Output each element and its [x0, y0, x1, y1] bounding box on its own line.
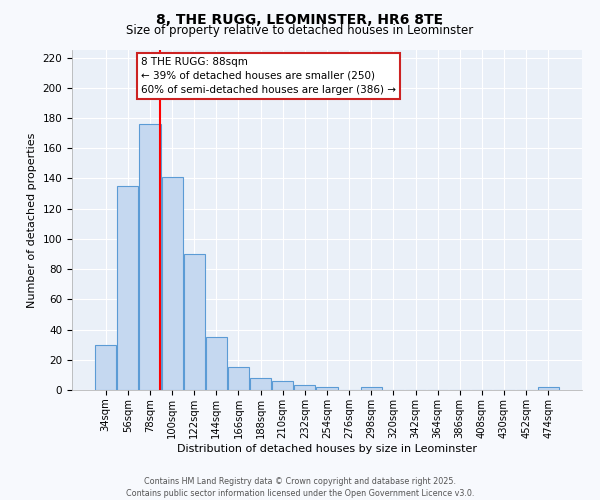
Bar [316, 387, 338, 390]
Bar [139, 124, 161, 390]
Bar [538, 387, 559, 390]
Bar [250, 378, 271, 390]
Bar [161, 177, 182, 390]
Text: Size of property relative to detached houses in Leominster: Size of property relative to detached ho… [127, 24, 473, 37]
Text: Contains HM Land Registry data © Crown copyright and database right 2025.
Contai: Contains HM Land Registry data © Crown c… [126, 476, 474, 498]
Text: 8, THE RUGG, LEOMINSTER, HR6 8TE: 8, THE RUGG, LEOMINSTER, HR6 8TE [157, 12, 443, 26]
Bar [206, 337, 227, 390]
X-axis label: Distribution of detached houses by size in Leominster: Distribution of detached houses by size … [177, 444, 477, 454]
Bar [118, 186, 139, 390]
Bar [295, 386, 316, 390]
Bar [361, 387, 382, 390]
Bar [272, 381, 293, 390]
Bar [95, 344, 116, 390]
Bar [228, 368, 249, 390]
Y-axis label: Number of detached properties: Number of detached properties [27, 132, 37, 308]
Text: 8 THE RUGG: 88sqm
← 39% of detached houses are smaller (250)
60% of semi-detache: 8 THE RUGG: 88sqm ← 39% of detached hous… [141, 57, 396, 95]
Bar [184, 254, 205, 390]
